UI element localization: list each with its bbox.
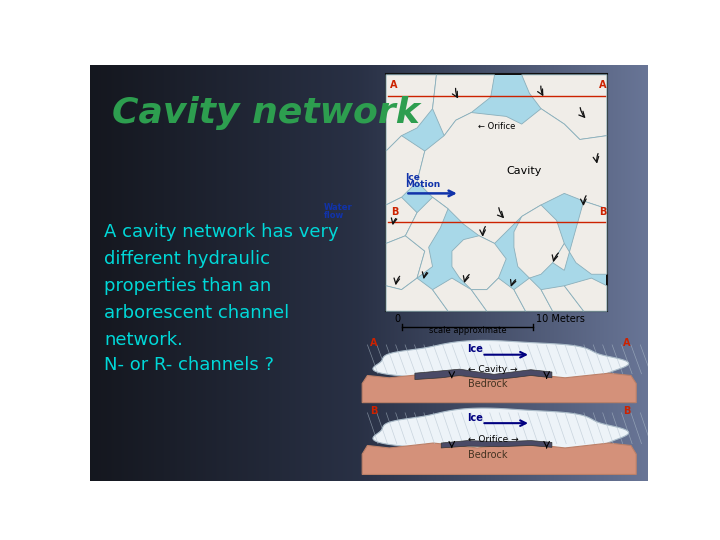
Polygon shape xyxy=(386,136,425,205)
Polygon shape xyxy=(514,278,553,311)
Text: B: B xyxy=(392,207,399,217)
Polygon shape xyxy=(362,443,636,475)
Text: A: A xyxy=(624,338,631,348)
Text: A: A xyxy=(370,338,377,348)
Polygon shape xyxy=(386,75,436,151)
Text: ← Orifice →: ← Orifice → xyxy=(467,435,518,444)
Polygon shape xyxy=(417,109,607,244)
Text: B: B xyxy=(599,207,606,217)
Text: A: A xyxy=(599,80,607,90)
Polygon shape xyxy=(405,197,448,278)
FancyBboxPatch shape xyxy=(387,75,606,310)
Text: Ice: Ice xyxy=(467,345,483,354)
Polygon shape xyxy=(373,340,629,382)
Polygon shape xyxy=(553,201,607,274)
Polygon shape xyxy=(541,286,584,311)
Text: N- or R- channels ?: N- or R- channels ? xyxy=(104,356,274,374)
Polygon shape xyxy=(386,197,417,244)
Text: 0: 0 xyxy=(395,314,401,324)
Text: B: B xyxy=(370,406,377,416)
Polygon shape xyxy=(362,373,636,403)
Text: flow: flow xyxy=(324,211,344,220)
Polygon shape xyxy=(386,278,448,311)
Text: A cavity network has very
different hydraulic
properties than an
arborescent cha: A cavity network has very different hydr… xyxy=(104,222,338,349)
Polygon shape xyxy=(373,408,629,452)
Text: scale approximate: scale approximate xyxy=(428,326,506,335)
Text: 10 Meters: 10 Meters xyxy=(536,314,585,324)
Text: Bedrock: Bedrock xyxy=(467,450,507,460)
Text: Bedrock: Bedrock xyxy=(467,379,507,389)
Polygon shape xyxy=(386,236,425,289)
Text: B: B xyxy=(624,406,631,416)
Text: Ice: Ice xyxy=(467,413,483,423)
Polygon shape xyxy=(452,236,506,289)
Text: Ice: Ice xyxy=(405,173,420,181)
Polygon shape xyxy=(514,205,564,278)
Polygon shape xyxy=(472,278,526,311)
Polygon shape xyxy=(433,75,495,136)
Text: Cavity: Cavity xyxy=(506,166,541,176)
Text: ← Cavity →: ← Cavity → xyxy=(467,365,517,374)
Polygon shape xyxy=(564,278,607,311)
Text: ← Orifice: ← Orifice xyxy=(477,123,515,131)
Text: A: A xyxy=(390,80,397,90)
Text: Cavity network: Cavity network xyxy=(112,96,420,130)
Polygon shape xyxy=(441,441,552,448)
Polygon shape xyxy=(433,278,487,311)
Text: Motion: Motion xyxy=(405,180,441,189)
Polygon shape xyxy=(522,75,607,139)
FancyBboxPatch shape xyxy=(386,74,607,311)
Text: Water: Water xyxy=(324,204,353,212)
Polygon shape xyxy=(415,369,552,380)
